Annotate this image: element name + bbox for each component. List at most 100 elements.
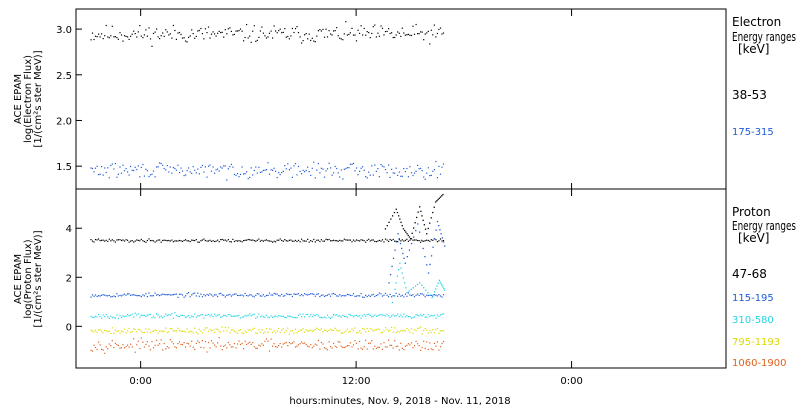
data-point — [226, 240, 228, 242]
data-point — [169, 314, 171, 316]
data-point — [203, 347, 205, 349]
data-point — [395, 34, 397, 36]
data-point — [149, 332, 152, 334]
data-point — [340, 332, 342, 334]
data-point — [105, 239, 107, 241]
data-point — [214, 294, 216, 296]
data-point — [401, 247, 403, 250]
data-point — [236, 315, 239, 317]
data-point — [346, 167, 348, 169]
data-point — [440, 233, 442, 235]
data-point — [357, 295, 359, 297]
data-point — [383, 34, 385, 36]
data-point — [299, 36, 301, 38]
data-point — [310, 174, 312, 176]
data-point — [406, 315, 408, 317]
data-point — [423, 294, 425, 296]
data-point — [99, 173, 101, 175]
data-point — [215, 346, 217, 348]
data-point — [104, 35, 106, 37]
electron-data-points — [90, 21, 445, 181]
data-point — [221, 326, 223, 328]
data-point — [201, 332, 203, 334]
data-point — [362, 239, 364, 241]
data-point — [414, 285, 417, 287]
data-point — [223, 345, 225, 347]
data-point — [123, 240, 126, 242]
data-point — [207, 26, 210, 28]
data-point — [146, 341, 148, 343]
data-point — [268, 240, 271, 242]
data-point — [439, 229, 441, 231]
data-point — [244, 292, 246, 295]
data-point — [194, 169, 196, 171]
data-point — [325, 28, 327, 30]
data-point — [333, 239, 335, 241]
data-point — [435, 288, 437, 290]
data-point — [388, 240, 390, 242]
data-point — [174, 167, 176, 170]
data-point — [152, 32, 155, 35]
data-point — [223, 330, 225, 332]
data-point — [267, 316, 269, 318]
data-point — [265, 314, 268, 316]
data-point — [250, 167, 252, 169]
data-point — [304, 331, 306, 333]
data-point — [174, 312, 176, 314]
data-point — [218, 337, 220, 339]
data-point — [371, 294, 373, 296]
data-point — [388, 28, 390, 30]
data-point — [351, 241, 353, 243]
proton-ylabel-line-3: [1/(cm²s ster MeV)] — [33, 230, 44, 327]
data-point — [157, 239, 159, 241]
data-point — [384, 315, 387, 317]
data-point — [433, 314, 435, 316]
data-point — [394, 36, 396, 38]
data-point — [433, 332, 435, 334]
data-point — [381, 239, 384, 241]
data-point — [191, 294, 193, 296]
data-point — [201, 164, 203, 167]
data-point — [359, 32, 361, 34]
data-point — [290, 167, 292, 169]
data-point — [204, 341, 206, 343]
data-point — [313, 314, 315, 316]
data-point — [238, 340, 240, 342]
data-point — [393, 295, 395, 297]
data-point — [435, 36, 437, 38]
data-point — [210, 240, 213, 242]
data-point — [227, 314, 229, 316]
data-point — [185, 239, 187, 241]
data-point — [252, 30, 254, 32]
data-point — [325, 238, 327, 240]
data-point — [111, 340, 113, 342]
data-point — [262, 240, 264, 242]
data-point — [394, 327, 396, 329]
data-point — [371, 165, 373, 167]
data-point — [253, 169, 255, 171]
data-point — [432, 239, 434, 241]
data-point — [423, 287, 425, 289]
data-point — [307, 294, 309, 296]
data-point — [437, 198, 439, 201]
data-point — [185, 346, 187, 348]
data-point — [186, 328, 188, 330]
data-point — [214, 344, 216, 346]
data-point — [371, 316, 373, 318]
data-point — [427, 292, 429, 294]
data-point — [188, 315, 190, 317]
data-point — [264, 239, 266, 241]
data-point — [381, 314, 384, 316]
data-point — [148, 345, 150, 347]
data-point — [243, 332, 245, 334]
data-point — [233, 33, 235, 35]
data-point — [307, 313, 309, 316]
data-point — [241, 30, 243, 32]
data-point — [192, 316, 194, 318]
data-point — [377, 346, 379, 348]
data-point — [246, 331, 248, 333]
data-point — [185, 40, 187, 42]
data-point — [252, 295, 254, 297]
data-point — [285, 341, 287, 343]
data-point — [105, 314, 107, 316]
